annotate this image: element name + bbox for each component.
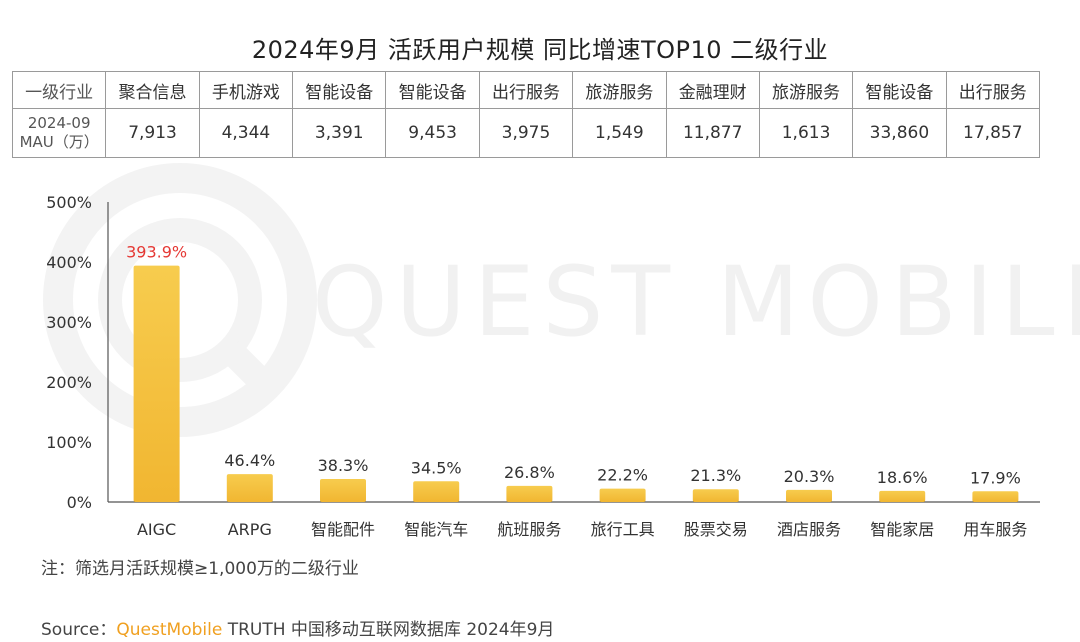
bar bbox=[320, 479, 366, 502]
y-tick-label: 100% bbox=[46, 433, 92, 452]
mau-cell: 11,877 bbox=[665, 108, 760, 158]
bar bbox=[133, 265, 180, 502]
bar bbox=[506, 485, 553, 502]
x-tick-label: 用车服务 bbox=[963, 520, 1027, 539]
footnote: 注：筛选月活跃规模≥1,000万的二级行业 bbox=[41, 559, 359, 579]
x-tick-label: 智能家居 bbox=[870, 520, 934, 539]
bar bbox=[786, 489, 832, 502]
bar-value-label: 20.3% bbox=[784, 467, 835, 486]
mau-table: 一级行业 聚合信息 手机游戏 智能设备 智能设备 出行服务 旅游服务 金融理财 … bbox=[11, 71, 1041, 158]
mau-cell: 9,453 bbox=[385, 108, 480, 158]
industry-cell: 出行服务 bbox=[945, 71, 1041, 109]
bar-value-label: 34.5% bbox=[411, 458, 462, 477]
source-prefix: Source： bbox=[41, 620, 117, 640]
x-tick-label: 智能汽车 bbox=[404, 520, 468, 539]
source-line: Source：QuestMobile TRUTH 中国移动互联网数据库 2024… bbox=[41, 615, 554, 640]
y-tick-label: 200% bbox=[46, 373, 92, 392]
bar-value-label: 38.3% bbox=[318, 456, 369, 475]
y-tick-label: 0% bbox=[67, 493, 92, 512]
y-tick-label: 300% bbox=[46, 313, 92, 332]
mau-cell: 4,344 bbox=[198, 108, 294, 158]
source-rest: TRUTH 中国移动互联网数据库 2024年9月 bbox=[222, 620, 555, 640]
y-tick-label: 400% bbox=[46, 253, 92, 272]
bar bbox=[879, 490, 926, 502]
mau-cell: 7,913 bbox=[105, 108, 200, 158]
mau-cell: 3,975 bbox=[478, 108, 574, 158]
industry-cell: 手机游戏 bbox=[198, 71, 294, 109]
mau-cell: 17,857 bbox=[945, 108, 1041, 158]
industry-cell: 旅游服务 bbox=[572, 71, 667, 109]
chart-title: 2024年9月 活跃用户规模 同比增速TOP10 二级行业 bbox=[251, 36, 829, 64]
bar-value-label: 393.9% bbox=[126, 243, 187, 262]
bar-value-label: 26.8% bbox=[504, 463, 555, 482]
table-row-label-industry: 一级行业 bbox=[11, 71, 107, 109]
mau-label-line2: MAU（万） bbox=[19, 133, 99, 151]
table-row-label-mau: 2024-09 MAU（万） bbox=[11, 108, 107, 158]
bar-value-label: 17.9% bbox=[970, 468, 1021, 487]
x-tick-label: 酒店服务 bbox=[777, 520, 841, 539]
industry-cell: 聚合信息 bbox=[105, 71, 200, 109]
bar-value-label: 18.6% bbox=[877, 468, 928, 487]
table-row-mau: 2024-09 MAU（万） 7,913 4,344 3,391 9,453 3… bbox=[11, 108, 1041, 158]
table-row-industry: 一级行业 聚合信息 手机游戏 智能设备 智能设备 出行服务 旅游服务 金融理财 … bbox=[11, 71, 1041, 109]
x-tick-label: ARPG bbox=[228, 520, 272, 539]
industry-cell: 旅游服务 bbox=[758, 71, 854, 109]
industry-cell: 智能设备 bbox=[385, 71, 480, 109]
x-tick-label: 智能配件 bbox=[311, 520, 375, 539]
bar-value-label: 21.3% bbox=[690, 466, 741, 485]
x-tick-label: 航班服务 bbox=[497, 520, 561, 539]
bar bbox=[226, 474, 273, 502]
mau-label-line1: 2024-09 bbox=[27, 114, 91, 132]
mau-cell: 33,860 bbox=[852, 108, 947, 158]
y-tick-label: 500% bbox=[46, 193, 92, 212]
bar bbox=[972, 491, 1019, 502]
source-brand: QuestMobile bbox=[116, 620, 223, 640]
bar bbox=[599, 488, 646, 502]
mau-cell: 1,549 bbox=[572, 108, 667, 158]
x-tick-label: AIGC bbox=[137, 520, 176, 539]
industry-cell: 智能设备 bbox=[852, 71, 947, 109]
bar-value-label: 46.4% bbox=[224, 451, 275, 470]
bar bbox=[692, 489, 739, 502]
mau-cell: 3,391 bbox=[292, 108, 387, 158]
industry-cell: 出行服务 bbox=[478, 71, 574, 109]
watermark-text: QUEST MOBILE bbox=[312, 246, 1080, 358]
x-tick-label: 旅行工具 bbox=[591, 520, 655, 539]
bar-value-label: 22.2% bbox=[597, 466, 648, 485]
bar bbox=[413, 481, 460, 502]
x-tick-label: 股票交易 bbox=[684, 520, 748, 539]
